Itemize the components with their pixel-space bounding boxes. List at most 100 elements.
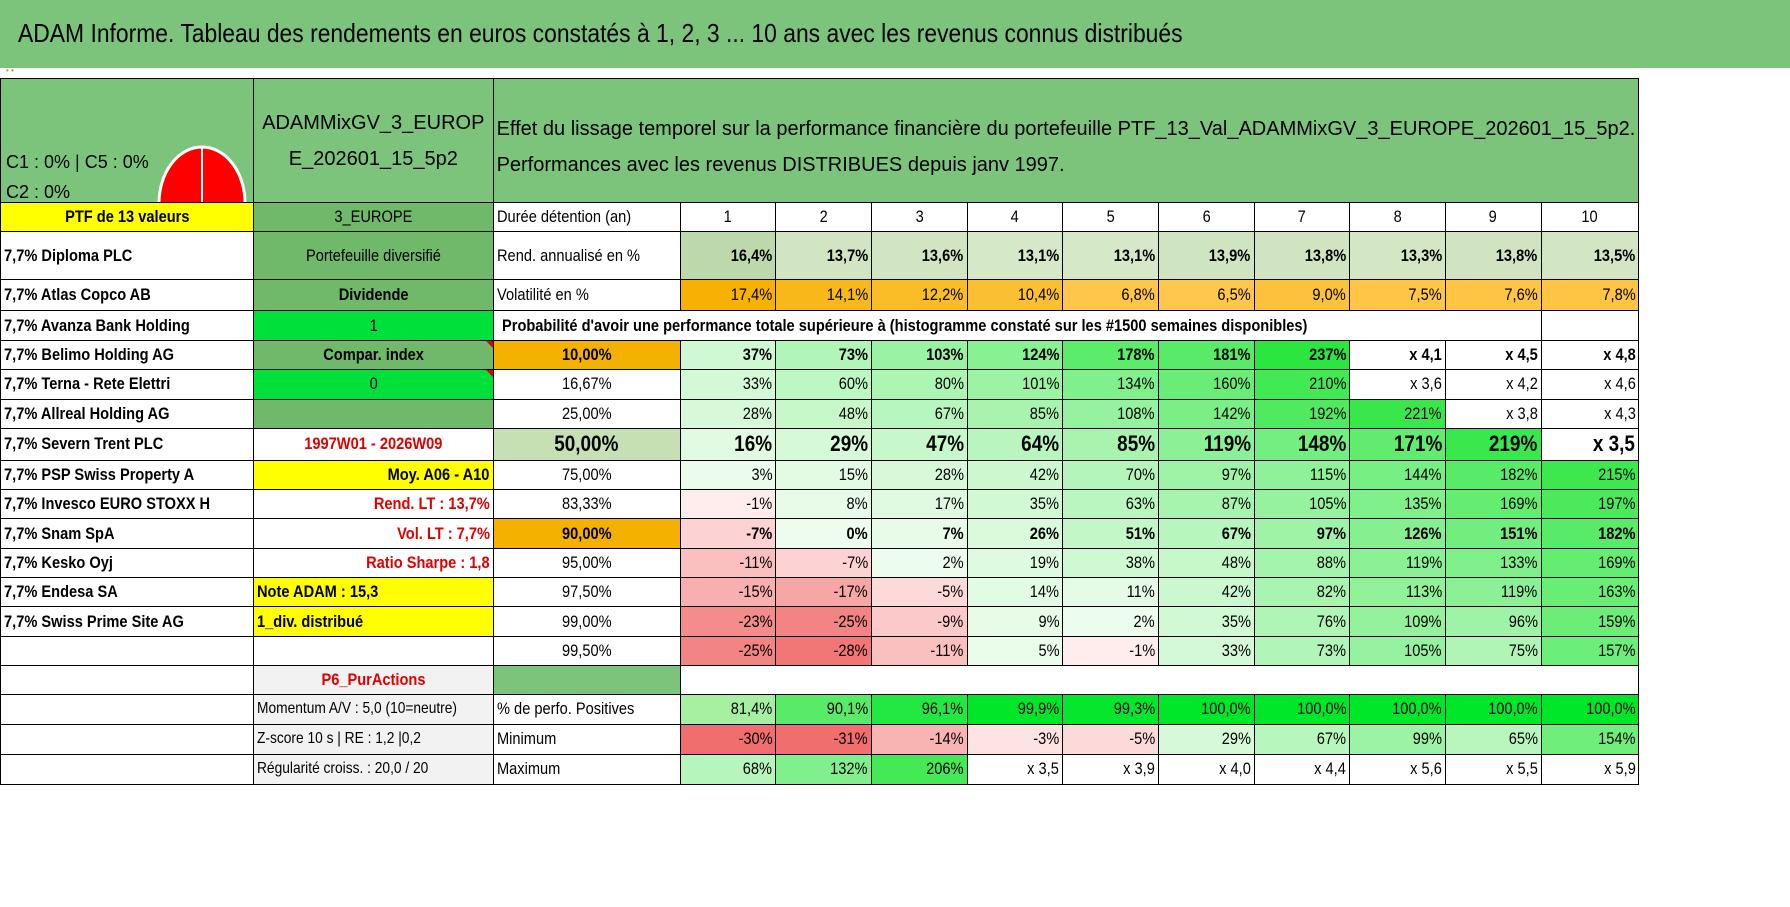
- proba-value: 76%: [1253, 606, 1351, 637]
- holding-name-text: 7,7% Belimo Holding AG: [4, 345, 175, 365]
- vol-value-text: 9,0%: [1312, 285, 1347, 304]
- info-cell: Vol. LT : 7,7%: [253, 518, 494, 549]
- legend-line: C2 : 0%: [6, 182, 71, 202]
- proba-value-text: 87%: [1221, 494, 1251, 514]
- proba-value-text: 19%: [1029, 552, 1060, 572]
- proba-value-text: 237%: [1308, 345, 1347, 365]
- proba-value-text: 157%: [1597, 640, 1636, 660]
- proba-value-text: 182%: [1500, 465, 1538, 485]
- proba-value-text: 26%: [1029, 523, 1060, 543]
- proba-threshold: 75,00%: [492, 459, 681, 491]
- stat-value: 99,9%: [966, 693, 1064, 725]
- proba-value: 178%: [1062, 339, 1159, 371]
- stat-value: -14%: [870, 723, 968, 755]
- info-cell: 1_div. distribué: [253, 606, 494, 637]
- stat-value-text: 29%: [1221, 729, 1251, 749]
- stat-value: 100,0%: [1157, 693, 1255, 725]
- stat-value-text: x 3,9: [1123, 759, 1155, 779]
- vol-value-text: 6,5%: [1217, 285, 1251, 304]
- vol-value: 7,5%: [1349, 279, 1446, 311]
- proba-value-text: x 3,5: [1593, 431, 1636, 457]
- holding-name: 7,7% Kesko Oyj: [0, 547, 254, 579]
- stat-value: 65%: [1444, 723, 1542, 755]
- stat-value: 100,0%: [1253, 693, 1351, 725]
- proba-value-text: 42%: [1029, 465, 1060, 485]
- stat-value-text: x 3,5: [1027, 759, 1060, 779]
- vol-label-text: Volatilité en %: [496, 285, 589, 304]
- rend-value-text: 13,8%: [1304, 245, 1347, 265]
- proba-value: 28%: [870, 459, 968, 491]
- proba-value-text: 169%: [1500, 494, 1538, 514]
- proba-threshold: 16,67%: [492, 369, 681, 400]
- stat-value-text: 154%: [1597, 729, 1636, 749]
- proba-value: -11%: [679, 547, 777, 579]
- rend-value-text: 13,3%: [1400, 245, 1442, 265]
- info-cell-text: Ratio Sharpe : 1,8: [366, 552, 490, 572]
- duration-header: 9: [1444, 202, 1542, 232]
- proba-value-text: x 4,6: [1603, 374, 1636, 394]
- proba-value: -23%: [679, 606, 777, 637]
- info-cell: [253, 398, 494, 429]
- proba-value: 197%: [1540, 489, 1640, 520]
- proba-value-text: 14%: [1029, 582, 1060, 602]
- stat-value-text: -14%: [929, 729, 964, 749]
- ptf-label: PTF de 13 valeurs: [0, 202, 254, 232]
- proba-value-text: 126%: [1404, 523, 1442, 543]
- stat-left: Régularité croiss. : 20,0 / 20: [253, 753, 494, 785]
- empty-cell: [0, 664, 254, 695]
- proba-value-text: 215%: [1597, 465, 1636, 485]
- vol-value-text: 6,8%: [1121, 285, 1155, 304]
- stat-value: x 5,9: [1540, 753, 1640, 785]
- proba-value-text: 80%: [934, 374, 964, 394]
- proba-value-text: -1%: [746, 494, 773, 514]
- proba-value-text: 135%: [1404, 494, 1442, 514]
- rend-value-text: 13,5%: [1593, 245, 1636, 265]
- stat-value-text: 100,0%: [1392, 699, 1442, 719]
- proba-value-text: 0%: [846, 523, 868, 543]
- description-cell: Effet du lissage temporel sur la perform…: [492, 78, 1640, 203]
- proba-threshold: 83,33%: [492, 489, 681, 520]
- info-cell: Dividende: [253, 279, 494, 311]
- proba-value: 119%: [1157, 427, 1255, 461]
- proba-value: 97%: [1157, 459, 1255, 491]
- empty-cell: [679, 664, 1640, 695]
- stat-left-text: Régularité croiss. : 20,0 / 20: [257, 760, 429, 778]
- info-cell-text: 0: [369, 374, 378, 394]
- proba-value: 133%: [1444, 547, 1542, 579]
- proba-value-text: 181%: [1213, 345, 1251, 365]
- duration-header: 8: [1349, 202, 1446, 232]
- rend-value: 13,1%: [966, 231, 1064, 280]
- proba-value: -28%: [775, 635, 872, 666]
- proba-value: 237%: [1253, 339, 1351, 371]
- proba-value: -1%: [679, 489, 777, 520]
- proba-value-text: 76%: [1316, 611, 1347, 631]
- description-line1: Effet du lissage temporel sur la perform…: [496, 117, 1636, 140]
- proba-threshold: 50,00%: [492, 427, 681, 461]
- stat-label: Maximum: [492, 753, 681, 785]
- duration-header-text: 4: [1010, 207, 1019, 226]
- proba-value: 169%: [1540, 547, 1640, 579]
- info-cell-text: Portefeuille diversifié: [305, 245, 441, 265]
- proba-value: 115%: [1253, 459, 1351, 491]
- stat-value: 100,0%: [1349, 693, 1446, 725]
- info-cell: Portefeuille diversifié: [253, 231, 494, 280]
- proba-value-text: 47%: [925, 431, 964, 457]
- vol-value: 10,4%: [966, 279, 1064, 311]
- stat-value: x 3,5: [966, 753, 1064, 785]
- info-cell: 1997W01 - 2026W09: [253, 427, 494, 461]
- proba-value: 134%: [1062, 369, 1159, 400]
- proba-value: 67%: [870, 398, 968, 429]
- proba-value: 192%: [1253, 398, 1351, 429]
- stat-value-text: -31%: [833, 729, 868, 749]
- proba-value-text: 105%: [1308, 494, 1347, 514]
- info-cell: Moy. A06 - A10: [253, 459, 494, 491]
- vol-value: 6,8%: [1062, 279, 1159, 311]
- proba-value: 135%: [1349, 489, 1446, 520]
- proba-value-text: 28%: [934, 465, 964, 485]
- proba-value-text: 3%: [751, 465, 773, 485]
- proba-threshold-text: 90,00%: [561, 523, 612, 543]
- proba-threshold-text: 25,00%: [561, 403, 612, 423]
- stat-value-text: 132%: [830, 759, 868, 779]
- proba-value-text: 73%: [1316, 640, 1347, 660]
- proba-value: 119%: [1444, 577, 1542, 608]
